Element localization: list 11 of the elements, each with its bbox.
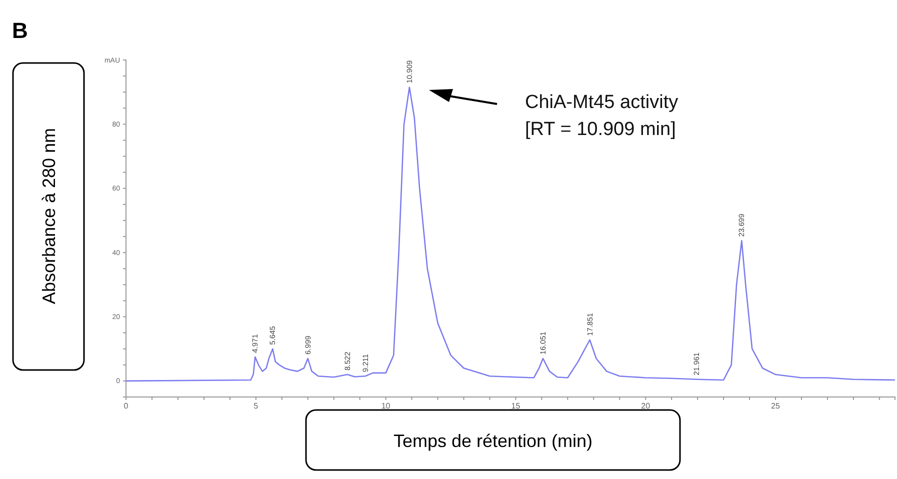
chart-title: B — [12, 18, 28, 43]
x-tick-label: 10 — [381, 402, 391, 411]
x-axis-title: Temps de rétention (min) — [393, 431, 593, 451]
annotation: ChiA-Mt45 activity [RT = 10.909 min] — [525, 92, 679, 140]
x-tick-label: 20 — [641, 402, 651, 411]
x-tick-label: 25 — [771, 402, 780, 411]
x-tick-label: 15 — [511, 402, 521, 411]
y-axis-title: Absorbance à 280 nm — [39, 128, 59, 304]
x-tick-label: 0 — [124, 402, 129, 411]
line-series — [125, 86, 896, 382]
x-tick-label: 5 — [254, 402, 259, 411]
